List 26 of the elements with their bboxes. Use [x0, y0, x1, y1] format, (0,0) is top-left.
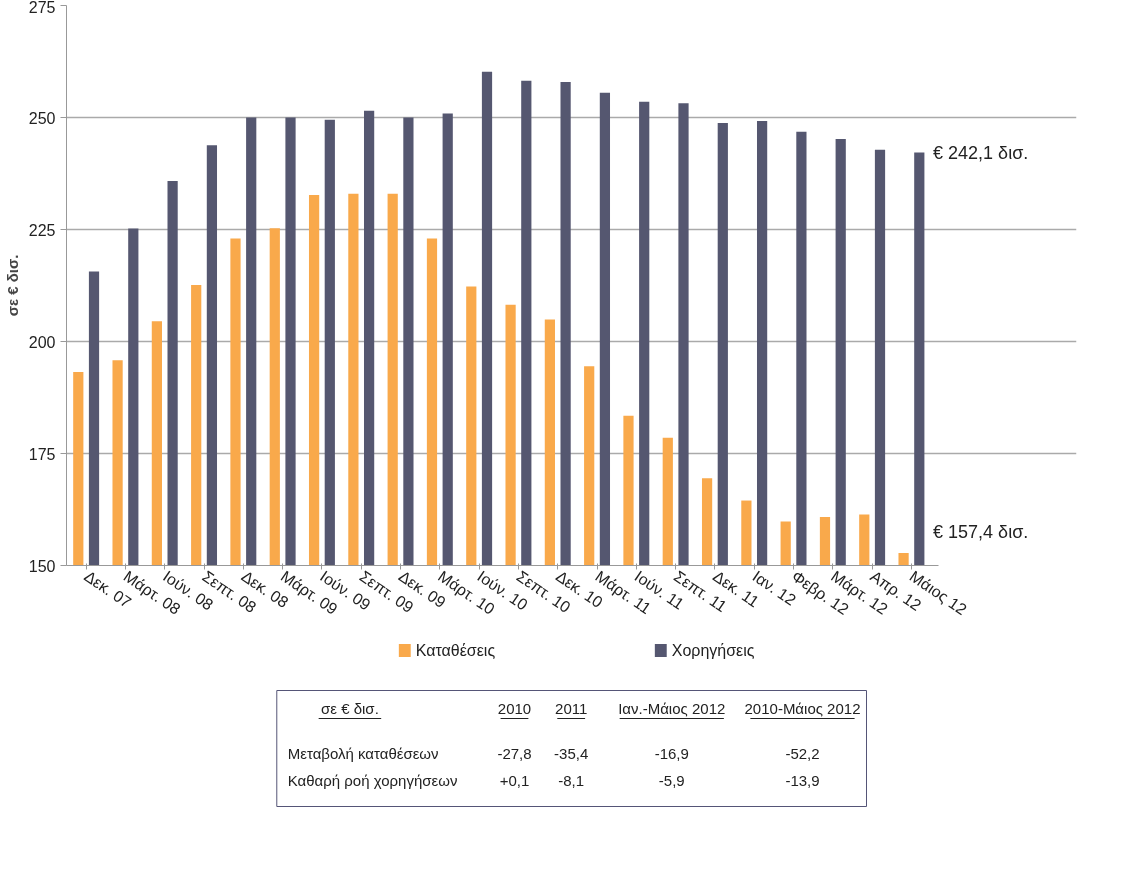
y-tick-label: 225 [28, 221, 56, 239]
y-tick-label: 275 [28, 0, 56, 16]
y-axis-title: σε € δισ. [3, 254, 21, 317]
text: Μεταβολή καταθέσεων [287, 745, 439, 762]
text: σε € δισ. [321, 700, 379, 717]
annotation: € 157,4 δισ. [933, 522, 1029, 543]
text: -8,1 [558, 771, 585, 789]
text: Ιαν.-Μάιος 2012 [618, 700, 726, 717]
y-tick-label: 150 [28, 557, 56, 575]
y-tick-label: 250 [28, 109, 56, 127]
text: +0,1 [499, 771, 530, 789]
text: -27,8 [497, 744, 532, 762]
text: Καθαρή ροή χορηγήσεων [287, 772, 458, 789]
text: -13,9 [785, 771, 820, 789]
text: -52,2 [785, 744, 820, 762]
text: -16,9 [654, 744, 689, 762]
annotation: € 242,1 δισ. [933, 142, 1029, 163]
text: 2010 [497, 699, 532, 717]
legend-label: Καταθέσεις [415, 642, 496, 659]
text: -35,4 [554, 744, 589, 762]
text: 2010-Μάιος 2012 [744, 700, 861, 717]
legend-label: Χορηγήσεις [671, 642, 755, 659]
y-tick-label: 200 [28, 333, 56, 351]
text: 2011 [555, 699, 588, 717]
y-tick-label: 175 [28, 445, 56, 463]
text: -5,9 [658, 771, 685, 789]
